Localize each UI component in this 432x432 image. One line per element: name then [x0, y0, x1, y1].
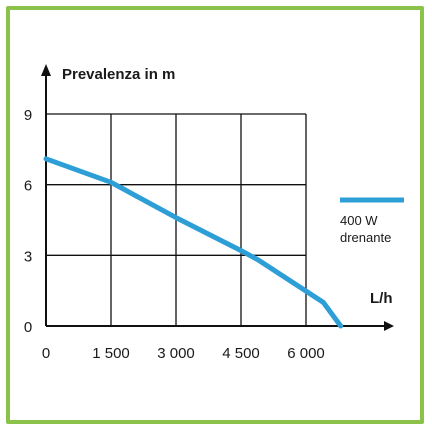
- x-tick-label: 6 000: [287, 345, 325, 362]
- legend: 400 W drenante: [340, 197, 404, 245]
- legend-label: drenante: [340, 230, 391, 245]
- x-tick-label: 0: [42, 345, 50, 362]
- y-tick-label: 6: [24, 178, 32, 195]
- chart-frame: [6, 6, 424, 424]
- y-axis-arrow: [41, 64, 51, 76]
- x-tick-label: 4 500: [222, 345, 260, 362]
- y-tick-label: 0: [24, 319, 32, 336]
- chart-axes: [41, 64, 394, 331]
- x-tick-label: 3 000: [157, 345, 195, 362]
- x-axis-arrow: [384, 321, 394, 331]
- y-tick-label: 3: [24, 248, 32, 265]
- series-line: [43, 156, 344, 329]
- chart-title: Prevalenza in m: [62, 66, 175, 83]
- series-layer: [43, 156, 344, 329]
- legend-label: 400 W: [340, 213, 378, 228]
- x-tick-label: 1 500: [92, 345, 130, 362]
- x-axis-unit: L/h: [370, 290, 393, 307]
- tick-labels: 0 3 6 9 0 1 500 3 000 4 500 6 000: [24, 107, 325, 362]
- y-tick-label: 9: [24, 107, 32, 124]
